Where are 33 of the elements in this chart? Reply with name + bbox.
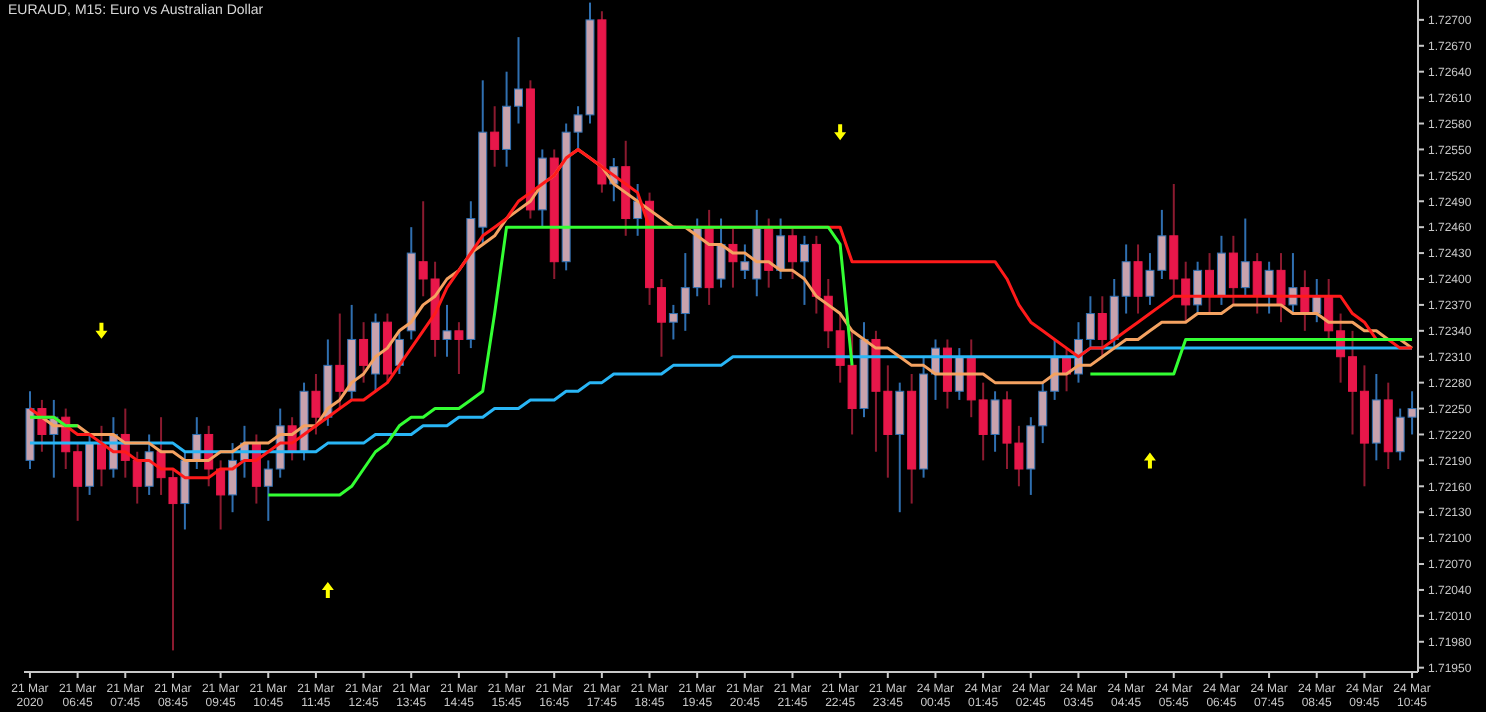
candlestick [716,217,726,289]
candlestick [144,433,154,496]
candlestick [1288,252,1298,315]
candlestick [311,373,321,436]
candlestick [1205,252,1215,315]
candlestick [1240,217,1250,298]
candlestick [788,226,798,280]
candlestick [394,329,404,376]
candlestick [1133,243,1143,315]
candlestick [799,234,809,306]
candlestick [990,390,1000,453]
point [321,581,334,598]
candlestick [1371,373,1381,462]
point [834,124,847,141]
candlestick [1252,252,1262,315]
candlestick [442,303,452,358]
candlestick [895,381,905,514]
candlestick [1193,260,1203,315]
candlestick [359,321,369,384]
candlestick [1216,234,1226,306]
point [1143,452,1156,469]
point [95,322,108,339]
candlestick [1097,295,1107,358]
candlestick [776,217,786,280]
candlestick [1276,252,1286,324]
candlestick [490,105,500,168]
candlestick [1228,234,1238,306]
candlestick [96,424,106,488]
candlestick [1264,260,1274,315]
candlestick [180,450,190,531]
candlestick [85,433,95,496]
candlestick [454,321,464,376]
candlestick [335,312,345,410]
